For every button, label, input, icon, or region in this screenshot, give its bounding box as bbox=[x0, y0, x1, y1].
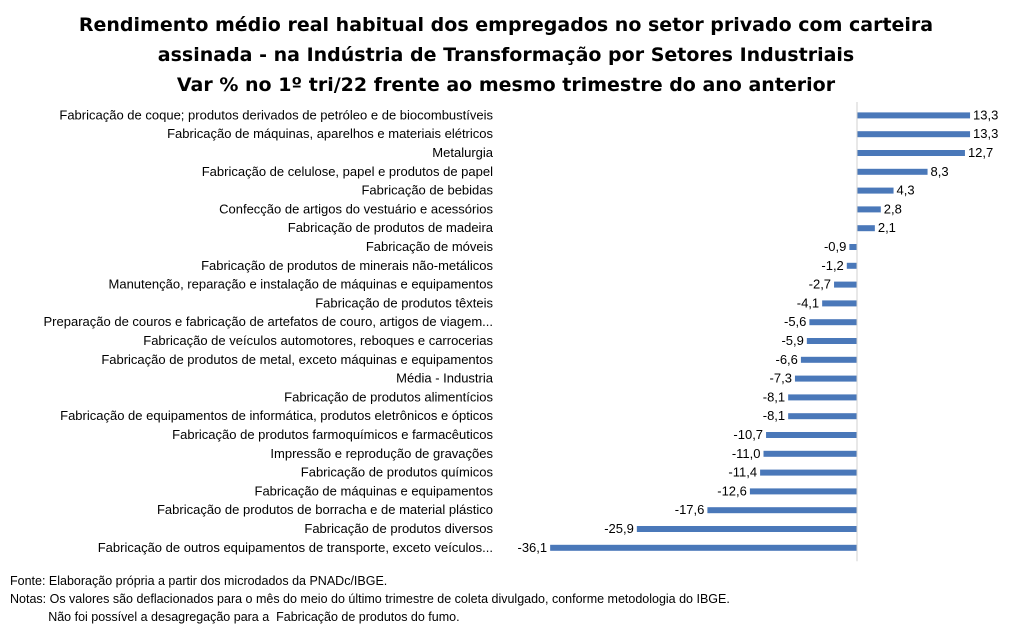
bar bbox=[707, 507, 857, 514]
category-label: Fabricação de móveis bbox=[366, 239, 494, 254]
category-label: Fabricação de celulose, papel e produtos… bbox=[202, 164, 493, 179]
category-label: Fabricação de bebidas bbox=[361, 183, 493, 198]
bar bbox=[822, 300, 857, 307]
data-label: -2,7 bbox=[809, 277, 831, 292]
category-label: Confecção de artigos do vestuário e aces… bbox=[219, 201, 493, 216]
data-label: 2,1 bbox=[878, 220, 896, 235]
bar bbox=[760, 469, 857, 476]
bar bbox=[857, 206, 881, 213]
bar bbox=[763, 450, 857, 457]
data-label: -7,3 bbox=[770, 371, 792, 386]
category-label: Fabricação de produtos químicos bbox=[301, 465, 494, 480]
category-label: Impressão e reprodução de gravações bbox=[270, 446, 493, 461]
source-note: Fonte: Elaboração própria a partir dos m… bbox=[10, 574, 388, 588]
bar bbox=[766, 432, 857, 438]
category-label: Média - Industria bbox=[396, 371, 494, 386]
bar bbox=[857, 187, 894, 194]
category-label: Preparação de couros e fabricação de art… bbox=[44, 314, 493, 329]
bar-chart: Fabricação de coque; produtos derivados … bbox=[44, 102, 998, 562]
chart-title-line-3: Var % no 1º tri/22 frente ao mesmo trime… bbox=[176, 74, 836, 96]
bar bbox=[809, 319, 857, 326]
data-label: -4,1 bbox=[797, 295, 819, 310]
category-label: Fabricação de veículos automotores, rebo… bbox=[143, 333, 493, 348]
data-label: -36,1 bbox=[518, 540, 548, 555]
data-label: -1,2 bbox=[821, 258, 843, 273]
category-label: Fabricação de equipamentos de informátic… bbox=[60, 408, 493, 423]
bar bbox=[800, 356, 857, 363]
category-label: Fabricação de produtos de borracha e de … bbox=[157, 502, 493, 517]
data-label: 8,3 bbox=[931, 164, 949, 179]
data-label: 4,3 bbox=[897, 183, 915, 198]
category-label: Fabricação de produtos alimentícios bbox=[284, 389, 493, 404]
category-label: Fabricação de produtos farmoquímicos e f… bbox=[172, 427, 493, 442]
data-label: -8,1 bbox=[763, 408, 785, 423]
category-label: Fabricação de outros equipamentos de tra… bbox=[98, 540, 493, 555]
bar bbox=[550, 544, 857, 551]
data-label: 12,7 bbox=[968, 145, 993, 160]
data-label: -12,6 bbox=[717, 483, 747, 498]
data-label: -25,9 bbox=[604, 521, 634, 536]
data-label: -10,7 bbox=[733, 427, 763, 442]
category-label: Fabricação de máquinas, aparelhos e mate… bbox=[167, 126, 493, 141]
bar bbox=[849, 244, 857, 250]
data-label: -17,6 bbox=[675, 502, 705, 517]
data-label: -6,6 bbox=[775, 352, 797, 367]
category-label: Fabricação de máquinas e equipamentos bbox=[255, 483, 494, 498]
data-label: 2,8 bbox=[884, 201, 902, 216]
data-label: -5,6 bbox=[784, 314, 806, 329]
bar bbox=[794, 375, 857, 382]
bar bbox=[846, 262, 857, 269]
bar bbox=[857, 225, 875, 232]
data-label: 13,3 bbox=[973, 107, 998, 122]
data-label: -11,0 bbox=[732, 446, 761, 461]
data-label: 13,3 bbox=[973, 126, 998, 141]
bar bbox=[857, 112, 971, 119]
category-label: Fabricação de produtos de metal, exceto … bbox=[101, 352, 493, 367]
bar bbox=[857, 150, 965, 156]
bar bbox=[857, 168, 928, 175]
data-label: -8,1 bbox=[763, 389, 785, 404]
data-label: -11,4 bbox=[728, 465, 757, 480]
bar bbox=[834, 281, 857, 288]
bar bbox=[806, 338, 857, 344]
category-label: Fabricação de produtos têxteis bbox=[315, 295, 493, 310]
chart-title-line-1: Rendimento médio real habitual dos empre… bbox=[78, 14, 934, 36]
category-label: Fabricação de produtos diversos bbox=[304, 521, 493, 536]
bar bbox=[749, 488, 857, 495]
data-label: -0,9 bbox=[824, 239, 846, 254]
disaggregation-note: Não foi possível a desagregação para a F… bbox=[10, 610, 460, 624]
chart-title-line-2: assinada - na Indústria de Transformação… bbox=[157, 44, 855, 66]
bar bbox=[788, 394, 857, 401]
category-label: Manutenção, reparação e instalação de má… bbox=[109, 277, 494, 292]
category-label: Fabricação de produtos de minerais não-m… bbox=[201, 258, 493, 273]
category-label: Fabricação de coque; produtos derivados … bbox=[59, 107, 493, 122]
bar bbox=[857, 131, 971, 138]
bar bbox=[788, 413, 857, 420]
category-label: Metalurgia bbox=[432, 145, 493, 160]
bar bbox=[636, 526, 857, 532]
category-label: Fabricação de produtos de madeira bbox=[288, 220, 494, 235]
data-label: -5,9 bbox=[781, 333, 803, 348]
methodology-note: Notas: Os valores são deflacionados para… bbox=[10, 592, 730, 606]
